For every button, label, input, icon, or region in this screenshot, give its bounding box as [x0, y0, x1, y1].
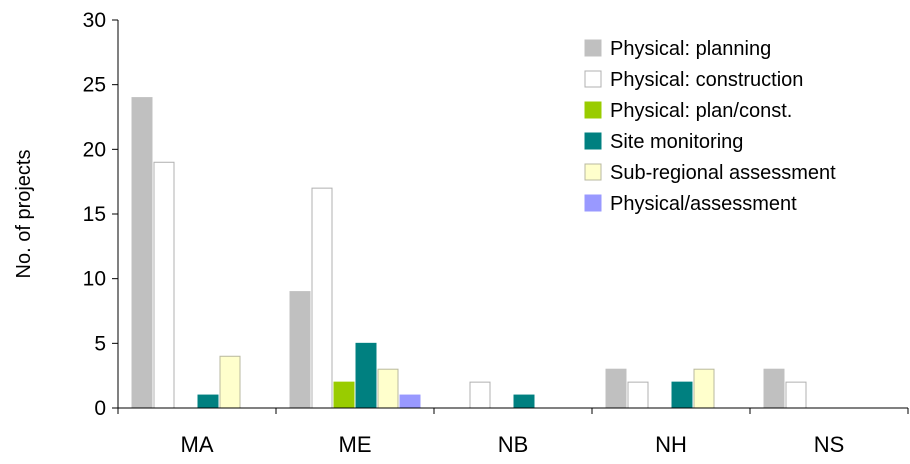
legend-label: Physical: construction [610, 69, 803, 91]
legend-swatch [584, 39, 602, 57]
y-tick-label: 10 [83, 268, 106, 291]
y-tick-label: 15 [83, 203, 106, 226]
bar [469, 381, 491, 409]
bar [131, 97, 153, 409]
bar [627, 381, 649, 409]
y-tick-label: 5 [94, 332, 106, 355]
bar [219, 355, 241, 409]
legend-swatch [584, 194, 602, 212]
legend-swatch [584, 132, 602, 150]
legend-swatch [584, 163, 602, 181]
y-tick-label: 30 [83, 9, 106, 32]
bar [153, 161, 175, 409]
bar [671, 381, 693, 409]
bar [605, 368, 627, 409]
legend-label: Sub-regional assessment [610, 162, 836, 184]
category-label: NH [655, 432, 687, 457]
legend-label: Physical: planning [610, 38, 771, 60]
category-label: NB [498, 432, 529, 457]
bar [763, 368, 785, 409]
y-tick-label: 25 [83, 74, 106, 97]
legend: Physical: planning Physical: construction… [584, 38, 836, 215]
legend-label: Physical/assessment [610, 193, 797, 215]
legend-swatch [584, 70, 602, 88]
bar [289, 291, 311, 409]
legend-label: Physical: plan/const. [610, 100, 792, 122]
bar [333, 381, 355, 409]
category-label: ME [339, 432, 372, 457]
bar [377, 368, 399, 409]
y-tick-label: 0 [94, 397, 106, 420]
legend-label: Site monitoring [610, 131, 743, 153]
bars-layer [131, 97, 807, 409]
axes-layer: 0 5 10 15 20 25 30 MA ME NB NH NS [83, 9, 909, 457]
y-tick-label: 20 [83, 138, 106, 161]
bar [399, 394, 421, 409]
bar [197, 394, 219, 409]
bar [785, 381, 807, 409]
bar [693, 368, 715, 409]
category-label: NS [814, 432, 845, 457]
bar [513, 394, 535, 409]
y-axis-title: No. of projects [13, 150, 35, 279]
category-label: MA [181, 432, 214, 457]
bar [311, 187, 333, 409]
bar [355, 342, 377, 409]
legend-swatch [584, 101, 602, 119]
